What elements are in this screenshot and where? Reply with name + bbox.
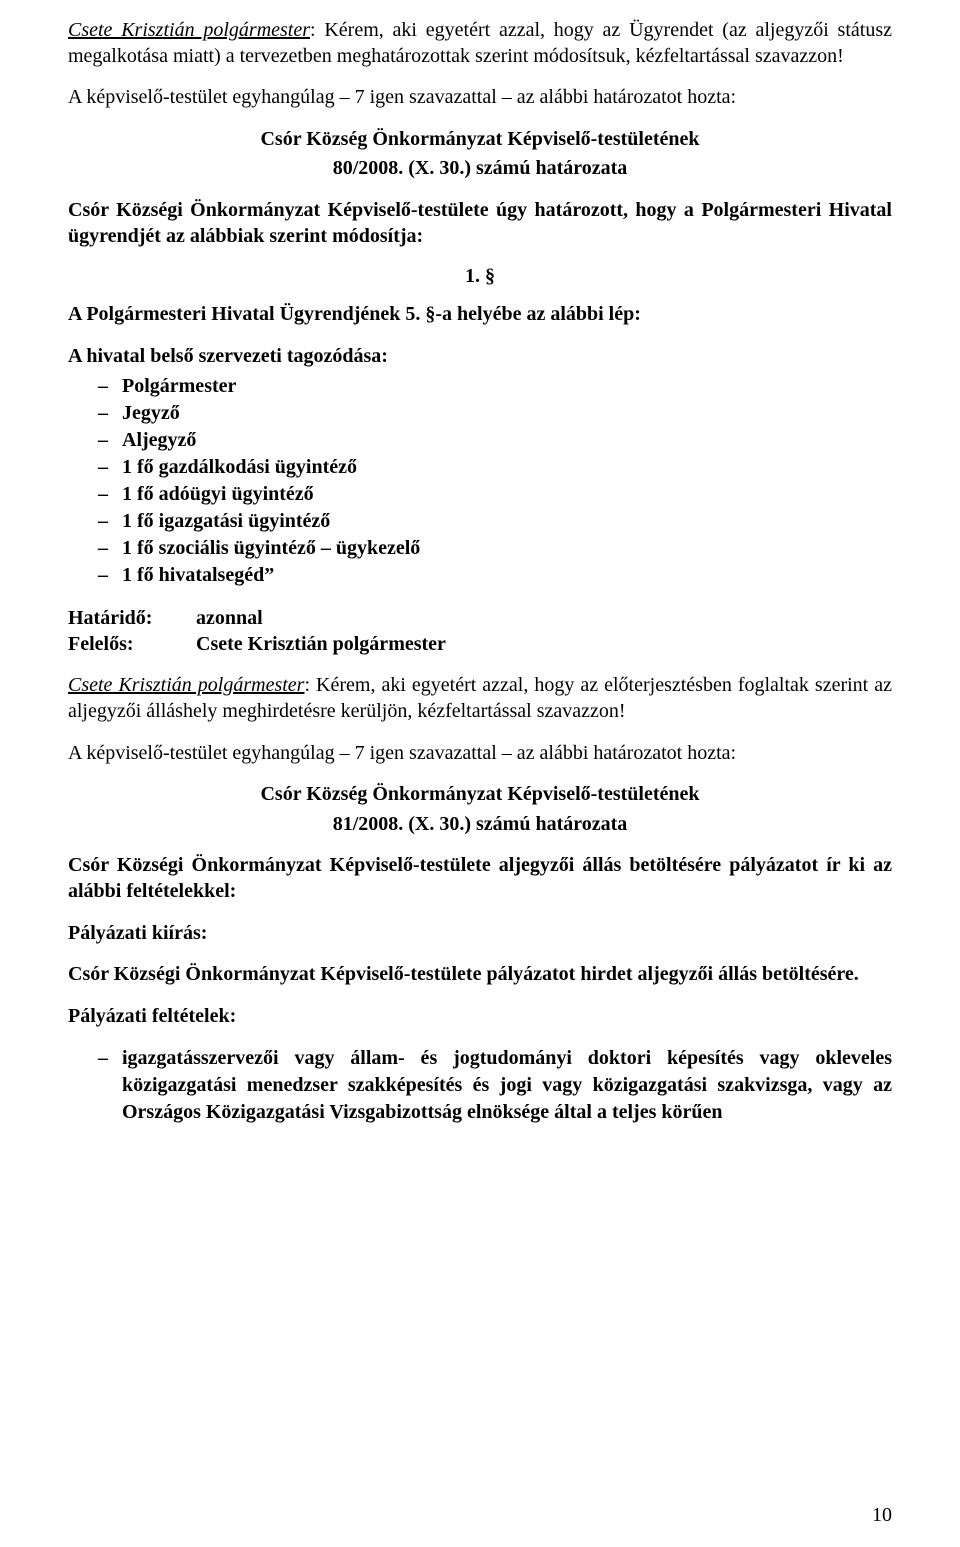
list-item: 1 fő szociális ügyintéző – ügykezelő bbox=[122, 535, 892, 562]
list-item: 1 fő gazdálkodási ügyintéző bbox=[122, 454, 892, 481]
list-item: 1 fő hivatalsegéd” bbox=[122, 562, 892, 589]
list-item: 1 fő igazgatási ügyintéző bbox=[122, 508, 892, 535]
paragraph-6: A képviselő-testület egyhangúlag – 7 ige… bbox=[68, 741, 892, 767]
paragraph-9: Csór Községi Önkormányzat Képviselő-test… bbox=[68, 962, 892, 988]
paragraph-5: Csete Krisztián polgármester: Kérem, aki… bbox=[68, 673, 892, 724]
paragraph-1: Csete Krisztián polgármester: Kérem, aki… bbox=[68, 18, 892, 69]
list-1: Polgármester Jegyző Aljegyző 1 fő gazdál… bbox=[68, 373, 892, 589]
list1-lead: A hivatal belső szervezeti tagozódása: bbox=[68, 344, 892, 370]
list-item: igazgatásszervezői vagy állam- és jogtud… bbox=[122, 1045, 892, 1126]
resolution-1-line-1: Csór Község Önkormányzat Képviselő-testü… bbox=[68, 127, 892, 153]
deadline-block: Határidő: azonnal Felelős: Csete Kriszti… bbox=[68, 605, 892, 657]
paragraph-7: Csór Községi Önkormányzat Képviselő-test… bbox=[68, 853, 892, 904]
resolution-1-line-2: 80/2008. (X. 30.) számú határozata bbox=[68, 156, 892, 182]
list-item: 1 fő adóügyi ügyintéző bbox=[122, 481, 892, 508]
responsible-row: Felelős: Csete Krisztián polgármester bbox=[68, 631, 892, 657]
responsible-value: Csete Krisztián polgármester bbox=[196, 631, 446, 657]
speaker-name: Csete Krisztián polgármester bbox=[68, 19, 310, 41]
responsible-label: Felelős: bbox=[68, 631, 196, 657]
deadline-label: Határidő: bbox=[68, 605, 196, 631]
deadline-value: azonnal bbox=[196, 605, 263, 631]
paragraph-4: A Polgármesteri Hivatal Ügyrendjének 5. … bbox=[68, 302, 892, 328]
list-item: Aljegyző bbox=[122, 427, 892, 454]
paragraph-8: Pályázati kiírás: bbox=[68, 921, 892, 947]
paragraph-3: Csór Községi Önkormányzat Képviselő-test… bbox=[68, 198, 892, 249]
list-2: igazgatásszervezői vagy állam- és jogtud… bbox=[68, 1045, 892, 1126]
speaker-name-2: Csete Krisztián polgármester bbox=[68, 674, 304, 696]
resolution-2-line-2: 81/2008. (X. 30.) számú határozata bbox=[68, 812, 892, 838]
paragraph-2: A képviselő-testület egyhangúlag – 7 ige… bbox=[68, 85, 892, 111]
list-item: Jegyző bbox=[122, 400, 892, 427]
section-number: 1. § bbox=[68, 265, 892, 288]
page-number: 10 bbox=[872, 1504, 892, 1527]
resolution-2-line-1: Csór Község Önkormányzat Képviselő-testü… bbox=[68, 782, 892, 808]
deadline-row: Határidő: azonnal bbox=[68, 605, 892, 631]
paragraph-10: Pályázati feltételek: bbox=[68, 1004, 892, 1030]
list-item: Polgármester bbox=[122, 373, 892, 400]
